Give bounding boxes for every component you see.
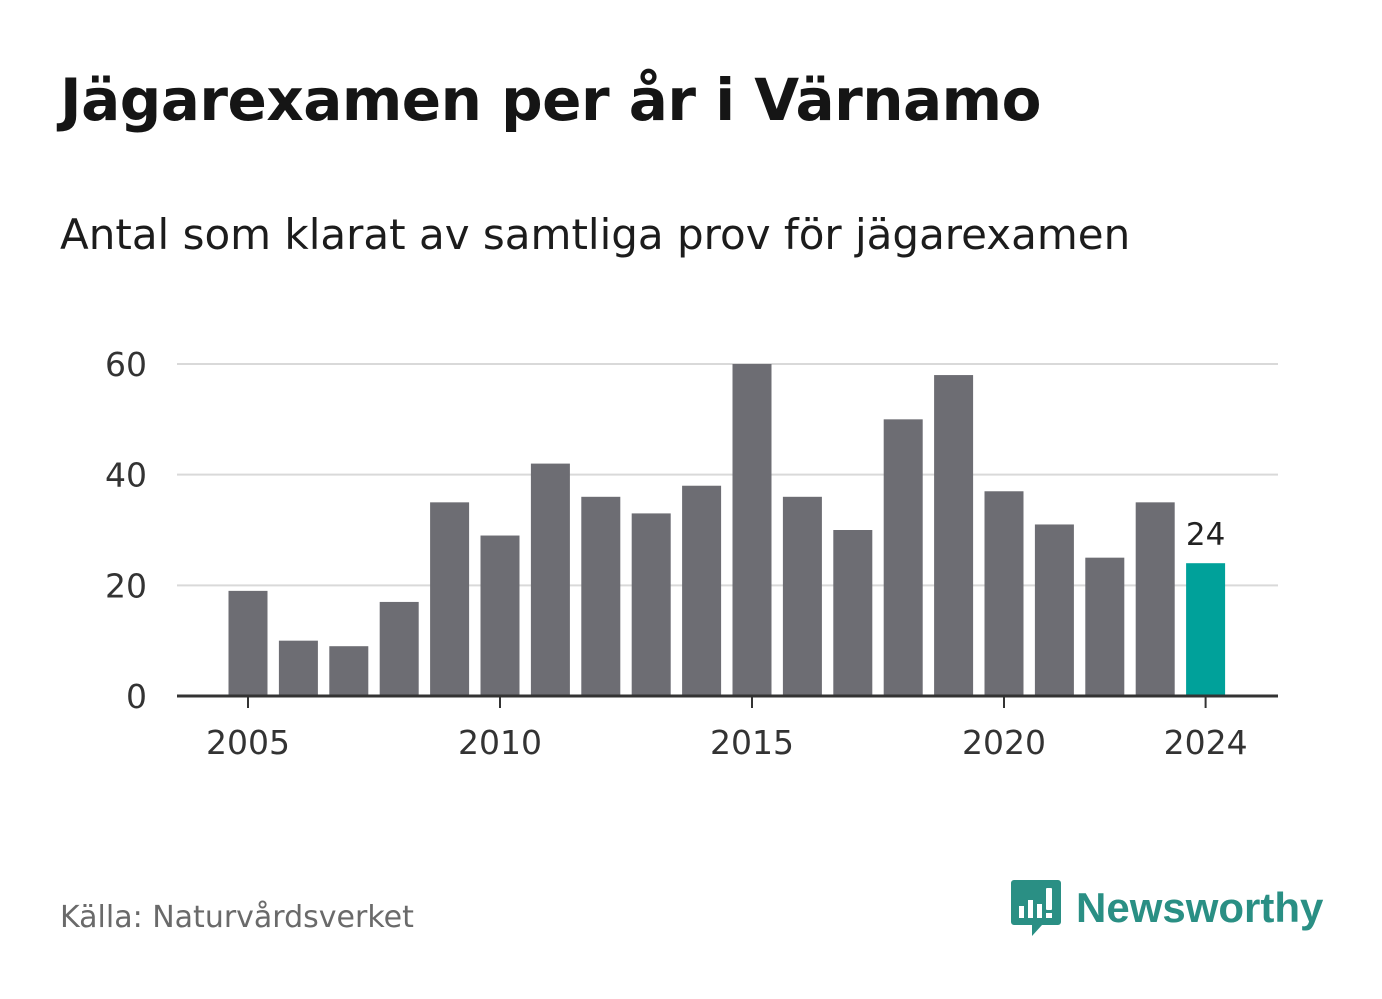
bar [1135,502,1175,696]
bar [228,590,268,696]
y-tick-label: 0 [126,677,147,716]
bar [934,375,974,696]
bar [631,513,671,696]
bar [883,419,923,696]
bar [833,530,873,696]
bar [480,535,520,696]
bar [732,364,772,696]
chart-title: Jägarexamen per år i Värnamo [60,66,1041,134]
x-tick-label: 2015 [710,723,794,762]
bar [782,496,822,696]
bar [278,640,318,696]
x-tick-label: 2024 [1164,723,1248,762]
bar [1034,524,1074,696]
brand-logo: Newsworthy [1010,878,1323,938]
data-label: 24 [1186,517,1225,553]
bar [530,463,570,696]
bar [581,496,621,696]
bar [379,601,419,696]
bar [430,502,470,696]
y-tick-label: 20 [105,566,147,605]
x-tick-label: 2020 [962,723,1046,762]
chart-subtitle: Antal som klarat av samtliga prov för jä… [60,210,1131,259]
bar [682,485,722,696]
newsworthy-logo-icon [1011,880,1061,936]
bar [1085,557,1125,696]
y-tick-label: 40 [105,456,147,495]
x-tick-label: 2005 [206,723,290,762]
y-tick-label: 60 [105,345,147,384]
bar [329,646,369,696]
brand-name: Newsworthy [1076,884,1324,931]
bar-highlight [1186,563,1226,696]
bar [984,491,1024,696]
source-note: Källa: Naturvårdsverket [60,900,414,935]
x-tick-label: 2010 [458,723,542,762]
